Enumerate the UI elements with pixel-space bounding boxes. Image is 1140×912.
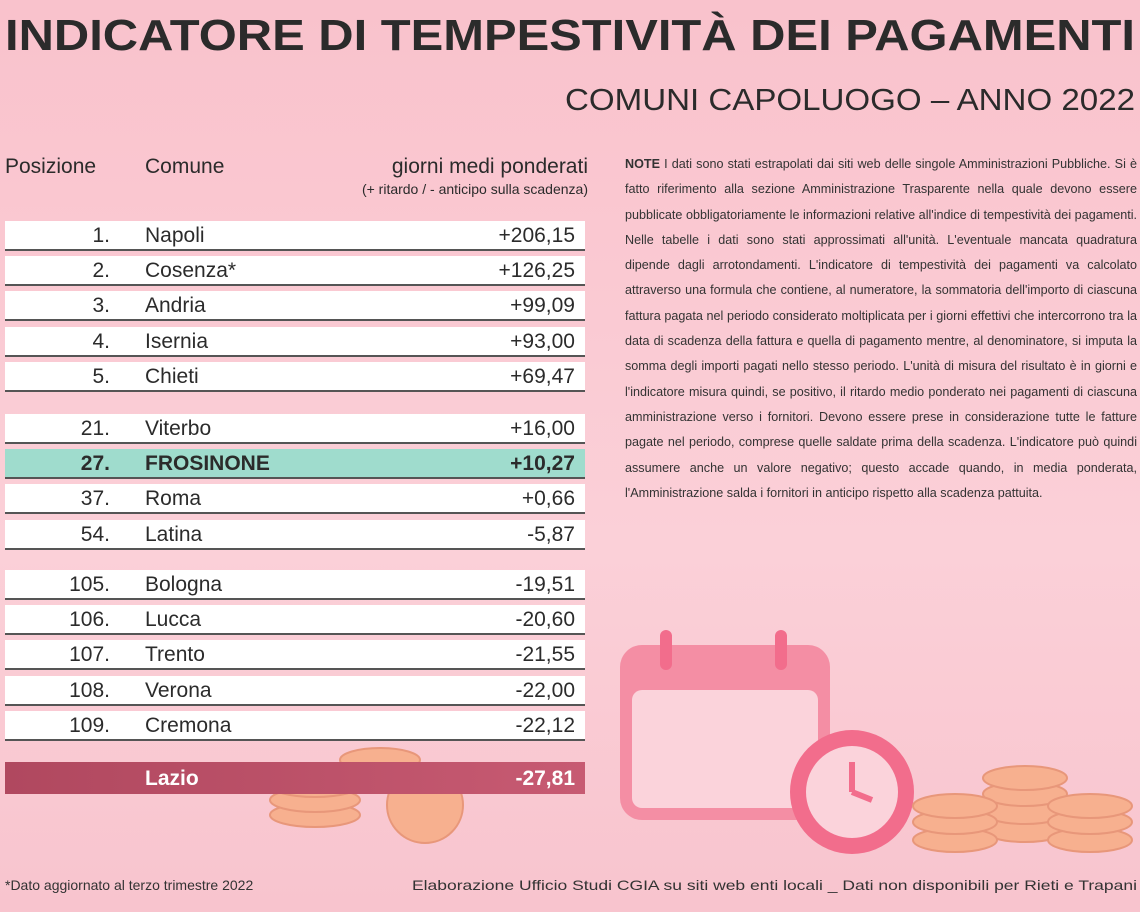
- table-row: 1. Napoli +206,15: [5, 221, 585, 251]
- comune: Bologna: [145, 573, 223, 596]
- value: +0,66: [521, 487, 575, 511]
- note: NOTE I dati sono stati estrapolati dai s…: [625, 152, 1137, 506]
- position: 1.: [92, 224, 110, 247]
- comune: Napoli: [145, 224, 205, 247]
- summary-value: -27,81: [515, 767, 575, 790]
- value: +10,27: [510, 452, 575, 476]
- position: 107.: [69, 643, 110, 667]
- table-row: 4. Isernia +93,00: [5, 326, 585, 357]
- position: 108.: [69, 678, 110, 702]
- table-row: 37. Roma +0,66: [5, 484, 585, 515]
- position: 27.: [80, 452, 110, 476]
- table-row: 107. Trento -21,55: [5, 640, 585, 671]
- position: 3.: [92, 294, 110, 318]
- value: +206,15: [498, 224, 576, 247]
- clock-icon: [790, 730, 914, 854]
- header-value: giorni medi ponderati: [391, 155, 588, 178]
- position: 109.: [69, 713, 110, 737]
- comune: Cremona: [145, 713, 232, 737]
- comune: Latina: [145, 522, 203, 546]
- table-row: 105. Bologna -19,51: [5, 570, 585, 600]
- value: +69,47: [510, 364, 575, 388]
- title: INDICATORE DI TEMPESTIVITÀ DEI PAGAMENTI: [5, 10, 1135, 60]
- calendar-icon: [620, 630, 830, 820]
- comune: Andria: [145, 294, 206, 318]
- position: 54.: [80, 522, 110, 546]
- comune: FROSINONE: [145, 452, 270, 476]
- table-row: 109. Cremona -22,12: [5, 710, 585, 741]
- position: 5.: [92, 364, 110, 388]
- footer-source: Elaborazione Ufficio Studi CGIA su siti …: [412, 877, 1137, 893]
- value: +93,00: [510, 329, 575, 353]
- position: 106.: [69, 608, 110, 632]
- table-row: 3. Andria +99,09: [5, 291, 585, 322]
- table-row: 5. Chieti +69,47: [5, 361, 585, 392]
- comune: Verona: [145, 678, 212, 702]
- comune: Cosenza*: [145, 259, 237, 283]
- position: 37.: [80, 487, 110, 511]
- header-position: Posizione: [5, 155, 97, 178]
- value: -22,12: [515, 713, 575, 737]
- comune: Roma: [145, 487, 202, 511]
- value: +16,00: [510, 417, 575, 440]
- value: -19,51: [515, 573, 575, 596]
- comune: Lucca: [145, 608, 202, 632]
- table-row: 2. Cosenza* +126,25: [5, 256, 585, 287]
- subtitle: COMUNI CAPOLUOGO – ANNO 2022: [565, 82, 1135, 117]
- table-row: 106. Lucca -20,60: [5, 605, 585, 636]
- footer-note: *Dato aggiornato al terzo trimestre 2022: [5, 877, 253, 893]
- position: 4.: [92, 329, 110, 353]
- comune: Viterbo: [145, 417, 212, 440]
- table-row: 108. Verona -22,00: [5, 675, 585, 706]
- summary-row: Lazio -27,81: [5, 762, 585, 794]
- position: 105.: [69, 573, 110, 596]
- table-row: 21. Viterbo +16,00: [5, 414, 585, 444]
- value: +126,25: [498, 259, 576, 283]
- comune: Isernia: [145, 329, 209, 353]
- comune: Trento: [145, 643, 205, 667]
- header-note: (+ ritardo / - anticipo sulla scadenza): [361, 181, 588, 197]
- table-row: 54. Latina -5,87: [5, 519, 585, 550]
- note-text: I dati sono stati estrapolati dai siti w…: [625, 157, 1138, 500]
- header-comune: Comune: [145, 155, 225, 178]
- summary-name: Lazio: [145, 767, 199, 790]
- position: 21.: [80, 417, 110, 440]
- value: -20,60: [515, 608, 575, 632]
- value: -5,87: [527, 522, 575, 546]
- value: +99,09: [510, 294, 575, 318]
- note-label: NOTE: [625, 157, 660, 171]
- comune: Chieti: [145, 364, 199, 388]
- value: -22,00: [515, 678, 575, 702]
- value: -21,55: [515, 643, 575, 667]
- table-row: 27. FROSINONE +10,27: [5, 449, 585, 480]
- position: 2.: [92, 259, 110, 283]
